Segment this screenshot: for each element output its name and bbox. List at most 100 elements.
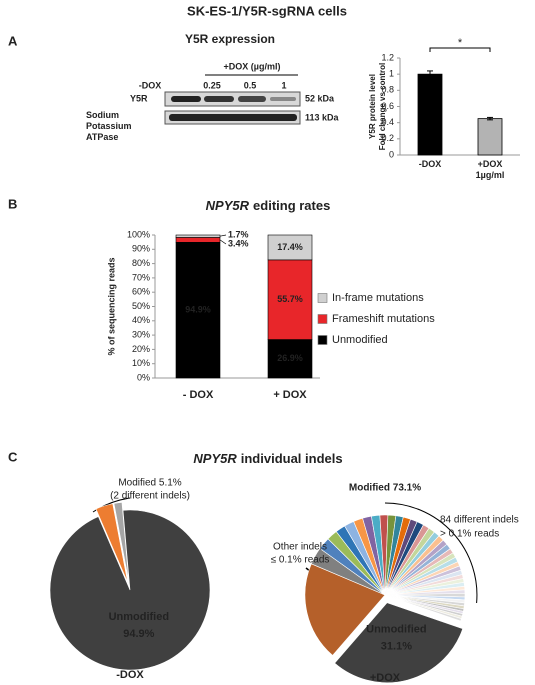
bar-segment	[175, 234, 221, 238]
title-text: editing rates	[253, 198, 330, 213]
slice-value-label: 31.1%	[381, 640, 412, 652]
value-label: 17.4%	[277, 242, 303, 252]
x-tick-label: +DOX 1µg/ml	[475, 159, 505, 180]
blot-row-label-box: Sodium Potassium ATPase	[86, 110, 132, 140]
value-label: 94.9%	[185, 305, 211, 315]
value-label: 55.7%	[277, 294, 303, 304]
y-tick-label: 80%	[132, 258, 150, 268]
pie-slice	[384, 594, 462, 622]
pie-slice	[334, 602, 464, 683]
value-label: 26.9%	[277, 353, 303, 363]
y-tick-label: 20%	[132, 344, 150, 354]
blot-band	[171, 96, 201, 102]
legend-label: Frameshift mutations	[332, 313, 435, 325]
legend-label: In-frame mutations	[332, 292, 424, 304]
slice-value-label: 94.9%	[123, 628, 154, 640]
significance: *	[458, 37, 463, 49]
legend-label: Unmodified	[332, 334, 388, 346]
legend-swatch	[317, 335, 328, 345]
blot-row-label: Y5R	[130, 93, 148, 103]
blot-band	[238, 96, 266, 102]
significance-bracket	[429, 47, 491, 52]
y-tick-label: 0.2	[381, 133, 394, 143]
blot-row-label: Sodium Potassium ATPase	[86, 110, 132, 140]
pie-slice	[95, 503, 128, 583]
panel-letter: A	[8, 33, 18, 48]
y-tick-label: 40%	[132, 315, 150, 325]
title-gene: NPY5R	[206, 198, 250, 213]
dox-label: +DOX (µg/ml)	[224, 61, 281, 71]
y-tick-label: 30%	[132, 329, 150, 339]
blot-band	[169, 114, 297, 121]
bar	[477, 118, 503, 156]
annotation: Other indels	[273, 542, 327, 553]
panel-letter: B	[8, 196, 17, 211]
legend-swatch	[317, 314, 328, 324]
y-tick-label: 60%	[132, 287, 150, 297]
blot-band	[270, 97, 296, 101]
pie-slice	[113, 502, 130, 583]
legend-swatch	[317, 293, 328, 303]
x-tick-label-box: +DOX 1µg/ml	[475, 159, 505, 180]
slice-label: Unmodified	[366, 623, 427, 635]
y-axis-label: Fold change vs control	[378, 63, 387, 151]
y-tick-label: 1.2	[381, 52, 394, 62]
y-tick-label: 50%	[132, 301, 150, 311]
x-tick-label: -DOX	[418, 159, 442, 169]
error-bar	[427, 70, 433, 78]
blot-size: 113 kDa	[305, 112, 340, 122]
y-tick-label: 1	[389, 69, 394, 79]
bar-segment	[267, 234, 313, 261]
y-tick-label: 0.8	[381, 85, 394, 95]
error-bar	[487, 116, 493, 121]
annotation: ≤ 0.1% reads	[271, 555, 330, 566]
y-axis-label: Y5R protein level	[368, 74, 377, 139]
x-tick-label: - DOX	[183, 389, 214, 401]
y-tick-label: 10%	[132, 358, 150, 368]
y-tick-label: 0	[389, 149, 394, 159]
slice-label: Unmodified	[109, 611, 170, 623]
blot-band	[204, 96, 234, 102]
figure-title: SK-ES-1/Y5R-sgRNA cells	[187, 3, 347, 18]
annotation: (2 different indels)	[110, 491, 190, 502]
bar	[417, 73, 443, 156]
title-text: individual indels	[241, 451, 343, 466]
lane-label: 1	[281, 80, 286, 90]
value-label: 1.7%	[228, 229, 249, 239]
annotation: Modified 5.1%	[118, 478, 181, 489]
x-axis-label: -DOX	[116, 669, 144, 681]
y-tick-label: 70%	[132, 272, 150, 282]
y-tick-label: 100%	[127, 229, 150, 239]
panel-letter: C	[8, 449, 18, 464]
lane-label: 0.5	[244, 80, 257, 90]
x-axis-label: +DOX	[370, 672, 401, 684]
y-tick-label: 0.4	[381, 117, 394, 127]
y-tick-label: 0.6	[381, 101, 394, 111]
y-tick-label: 0%	[137, 372, 150, 382]
x-tick-label-box: -DOX	[418, 159, 442, 169]
bar-segment	[267, 339, 313, 379]
bar-segment	[175, 237, 221, 243]
chart-title: NPY5R editing rates	[206, 198, 331, 213]
x-tick-label: + DOX	[273, 389, 307, 401]
bar-segment	[175, 241, 221, 379]
lane-label: -DOX	[139, 80, 162, 90]
leader-line	[219, 234, 227, 237]
y-tick-label: 90%	[132, 244, 150, 254]
chart-title: NPY5R individual indels	[193, 451, 342, 466]
leader-line	[219, 239, 227, 245]
lane-label: 0.25	[203, 80, 221, 90]
annotation: > 0.1% reads	[440, 529, 499, 540]
value-label: 3.4%	[228, 238, 249, 248]
blot-title: Y5R expression	[185, 32, 275, 46]
title-gene: NPY5R	[193, 451, 237, 466]
bar-segment	[267, 259, 313, 340]
blot-size: 52 kDa	[305, 93, 335, 103]
bracket	[92, 497, 131, 513]
pie-slice	[49, 509, 211, 671]
annotation: 84 different indels	[440, 515, 519, 526]
bracket	[384, 502, 478, 604]
annotation: Modified 73.1%	[349, 483, 421, 494]
